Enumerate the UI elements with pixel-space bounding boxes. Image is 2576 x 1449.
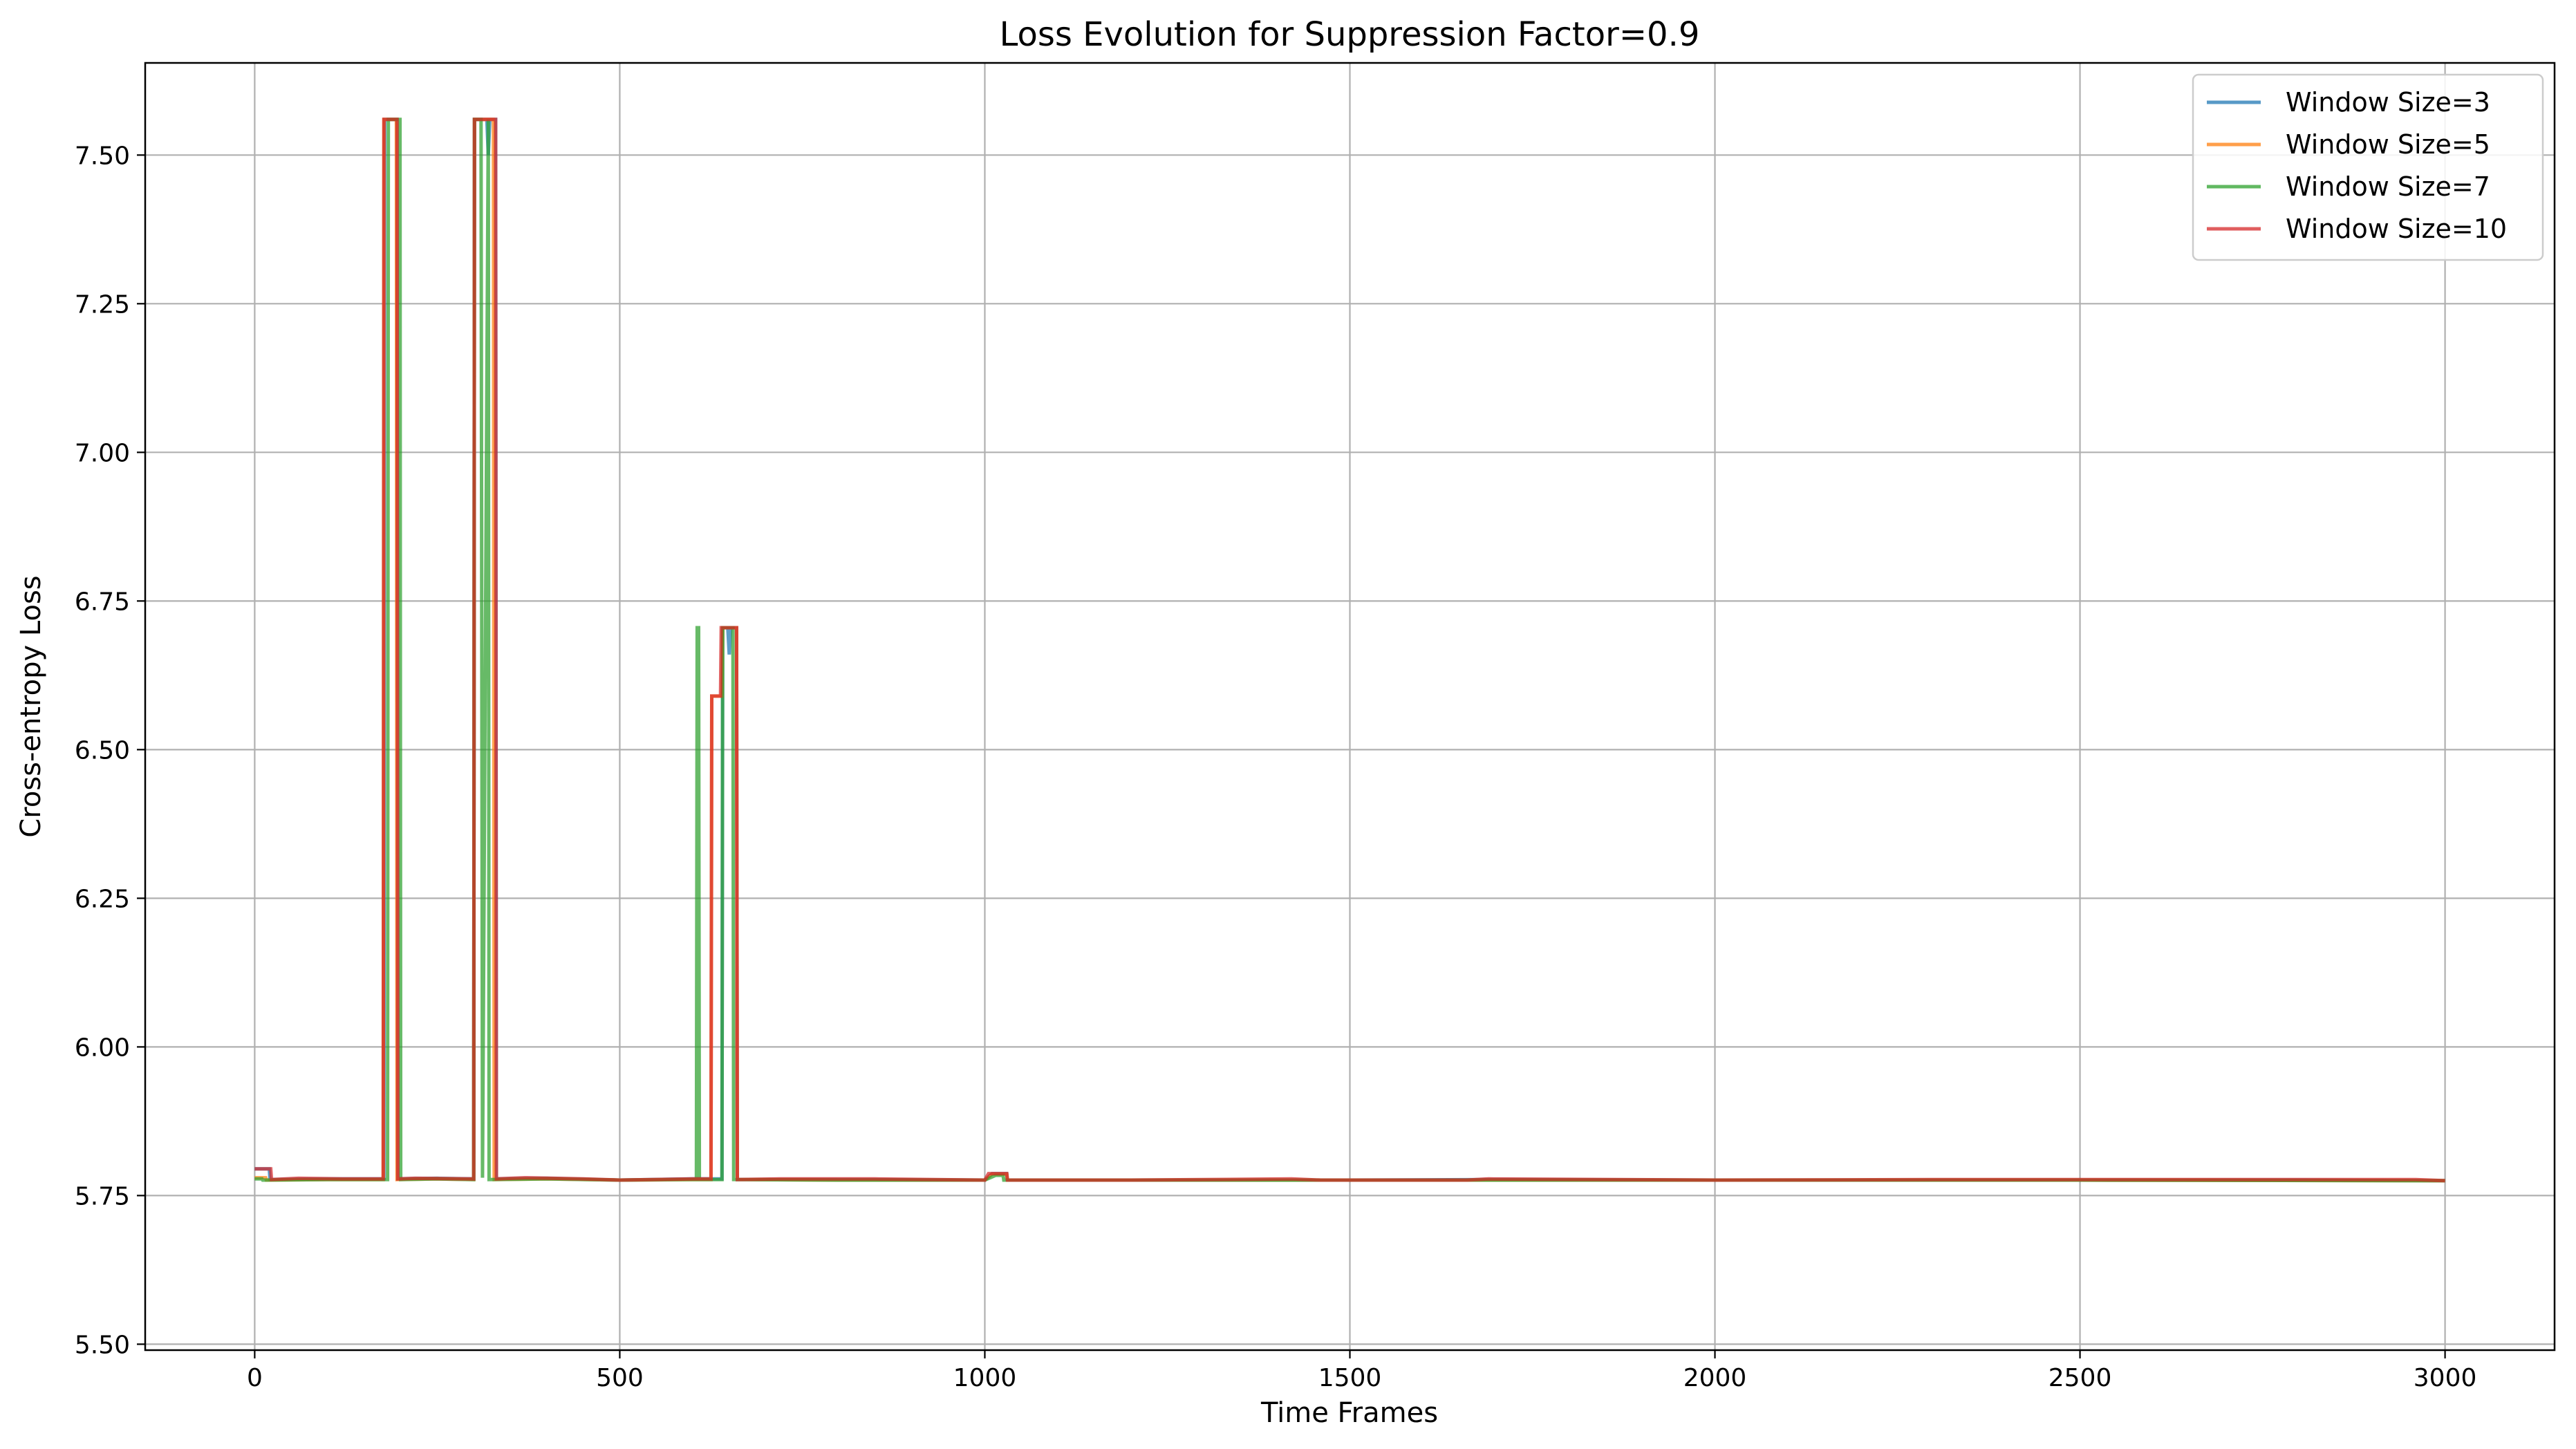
x-tick-label: 2500 (2048, 1364, 2112, 1392)
grid-lines (145, 63, 2555, 1350)
x-axis-label: Time Frames (1260, 1397, 1438, 1429)
series-line-4 (254, 118, 2445, 1183)
legend-label: Window Size=3 (2286, 87, 2490, 118)
y-tick-label: 5.50 (75, 1331, 130, 1359)
y-tick-label: 7.50 (75, 142, 130, 170)
x-tick-label: 2000 (1683, 1364, 1747, 1392)
legend-label: Window Size=7 (2286, 171, 2490, 202)
y-tick-label: 7.25 (75, 290, 130, 319)
x-tick-label: 0 (247, 1364, 263, 1392)
y-tick-label: 6.00 (75, 1034, 130, 1062)
legend-label: Window Size=10 (2286, 214, 2507, 244)
y-axis-label: Cross-entropy Loss (15, 575, 47, 837)
axis-ticks: 0 500 1000 1500 2000 2500 3000 5.50 5.75 6.00 6.25… (75, 142, 2477, 1392)
x-tick-label: 500 (596, 1364, 644, 1392)
x-tick-label: 1000 (953, 1364, 1017, 1392)
x-tick-label: 1500 (1318, 1364, 1382, 1392)
y-tick-label: 6.75 (75, 588, 130, 616)
chart-title: Loss Evolution for Suppression Factor=0.… (1000, 15, 1700, 54)
series-lines (254, 118, 2445, 1183)
y-tick-label: 7.00 (75, 439, 130, 467)
y-tick-label: 6.50 (75, 736, 130, 765)
y-tick-label: 6.25 (75, 885, 130, 913)
x-tick-label: 3000 (2414, 1364, 2477, 1392)
legend: Window Size=3 Window Size=5 Window Size=7 W… (2192, 73, 2544, 261)
y-tick-label: 5.75 (75, 1182, 130, 1210)
legend-label: Window Size=5 (2286, 129, 2490, 160)
legend-box (2192, 73, 2544, 261)
